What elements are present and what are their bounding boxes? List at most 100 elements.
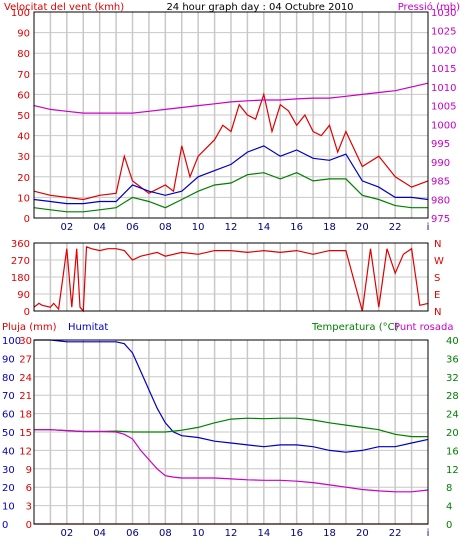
humidity-tick-label: 10: [2, 502, 15, 513]
x-tick-label: 18: [323, 222, 336, 233]
x-tick-label: 12: [225, 528, 238, 539]
humidity-tick-label: 0: [2, 520, 8, 531]
pressure-tick-label: 995: [431, 139, 450, 150]
x-tick-label: 06: [126, 528, 139, 539]
humidity-tick-label: 50: [2, 428, 15, 439]
rain-tick-label: 12: [19, 446, 32, 457]
compass-tick-label: N: [434, 307, 441, 318]
x-tick-label: 04: [93, 528, 106, 539]
x-tick-label: 02: [60, 528, 73, 539]
humidity-line: [34, 339, 429, 453]
pressure-tick-label: 980: [431, 195, 450, 206]
wind-tick-label: 60: [17, 90, 30, 101]
chart-title: 24 hour graph day : 04 Octubre 2010: [166, 2, 353, 13]
x-tick-label: 02: [60, 222, 73, 233]
wind-avg-line: [33, 145, 429, 205]
humidity-tick-label: 30: [2, 465, 15, 476]
x-tick-label: 18: [323, 528, 336, 539]
compass-tick-label: E: [434, 290, 440, 301]
pressure-tick-label: 1000: [431, 120, 456, 131]
temperature-tick-label: 4: [446, 502, 452, 513]
temperature-tick-label: 32: [446, 373, 459, 384]
compass-tick-label: S: [434, 273, 440, 284]
x-tick-label: 16: [290, 222, 303, 233]
temperature-tick-label: 0: [446, 520, 452, 531]
x-tick-label: 22: [389, 528, 402, 539]
rain-tick-label: 3: [26, 502, 32, 513]
direction-tick-label: 180: [11, 273, 30, 284]
wind-tick-label: 50: [17, 111, 30, 122]
direction-tick-label: 360: [11, 239, 30, 250]
humidity-tick-label: 20: [2, 483, 15, 494]
wind-min-line: [33, 172, 428, 213]
x-tick-label: 08: [159, 528, 172, 539]
panel-humidity-frame: [33, 339, 429, 525]
rain-tick-label: 24: [19, 373, 32, 384]
rain-tick-label: 9: [26, 465, 32, 476]
x-tick-label: 10: [192, 222, 205, 233]
x-tick-label: i: [427, 528, 430, 539]
rain-tick-label: 0: [26, 520, 32, 531]
temperature-axis-label: Temperatura (°C): [311, 322, 399, 333]
dewpoint-axis-label: Punt rosada: [394, 322, 453, 333]
pressure-line: [33, 82, 429, 114]
panel-direction-frame: [33, 242, 429, 312]
x-tick-label: 08: [159, 222, 172, 233]
wind-axis-label: Velocitat del vent (kmh): [4, 2, 124, 13]
humidity-tick-label: 100: [2, 336, 21, 347]
x-tick-label: 16: [290, 528, 303, 539]
direction-tick-label: 270: [11, 256, 30, 267]
pressure-tick-label: 990: [431, 158, 450, 169]
wind-tick-label: 30: [17, 152, 30, 163]
humidity-tick-label: 60: [2, 410, 15, 421]
rain-tick-label: 27: [19, 354, 32, 365]
compass-tick-label: W: [434, 256, 444, 267]
temperature-tick-label: 12: [446, 465, 459, 476]
temperature-tick-label: 24: [446, 410, 459, 421]
wind-gust-line: [33, 92, 429, 201]
pressure-tick-label: 1025: [431, 27, 456, 38]
x-tick-label: 22: [389, 222, 402, 233]
wind-direction-line: [33, 245, 429, 313]
humidity-tick-label: 90: [2, 354, 15, 365]
humidity-axis-label: Humitat: [68, 322, 108, 333]
dewpoint-line: [34, 429, 429, 493]
x-tick-label: 06: [126, 222, 139, 233]
temperature-tick-label: 36: [446, 354, 459, 365]
humidity-tick-label: 70: [2, 391, 15, 402]
pressure-axis-label: Pressió (mb): [398, 1, 460, 13]
rain-axis-label: Pluja (mm): [2, 322, 57, 333]
temperature-tick-label: 8: [446, 483, 452, 494]
pressure-tick-label: 1020: [431, 45, 456, 56]
wind-tick-label: 0: [24, 214, 30, 225]
rain-tick-label: 15: [19, 428, 32, 439]
rain-tick-label: 30: [19, 336, 32, 347]
pressure-tick-label: 985: [431, 177, 450, 188]
x-tick-label: 20: [356, 222, 369, 233]
compass-tick-label: N: [434, 239, 441, 250]
wind-tick-label: 100: [11, 8, 30, 19]
x-tick-label: i: [427, 222, 430, 233]
pressure-tick-label: 975: [431, 214, 450, 225]
rain-tick-label: 18: [19, 410, 32, 421]
wind-tick-label: 20: [17, 173, 30, 184]
pressure-tick-label: 1010: [431, 83, 456, 94]
x-tick-label: 12: [225, 222, 238, 233]
wind-tick-label: 90: [17, 29, 30, 40]
wind-tick-label: 40: [17, 132, 30, 143]
pressure-tick-label: 1005: [431, 102, 456, 113]
x-tick-label: 20: [356, 528, 369, 539]
rain-tick-label: 21: [19, 391, 32, 402]
pressure-tick-label: 1015: [431, 64, 456, 75]
temperature-tick-label: 20: [446, 428, 459, 439]
rain-tick-label: 6: [26, 483, 32, 494]
temperature-tick-label: 16: [446, 446, 459, 457]
humidity-tick-label: 80: [2, 373, 15, 384]
pressure-tick-label: 1030: [431, 8, 456, 19]
temperature-tick-label: 28: [446, 391, 459, 402]
wind-tick-label: 80: [17, 49, 30, 60]
direction-tick-label: 90: [17, 290, 30, 301]
x-tick-label: 10: [192, 528, 205, 539]
x-tick-label: 14: [257, 222, 270, 233]
